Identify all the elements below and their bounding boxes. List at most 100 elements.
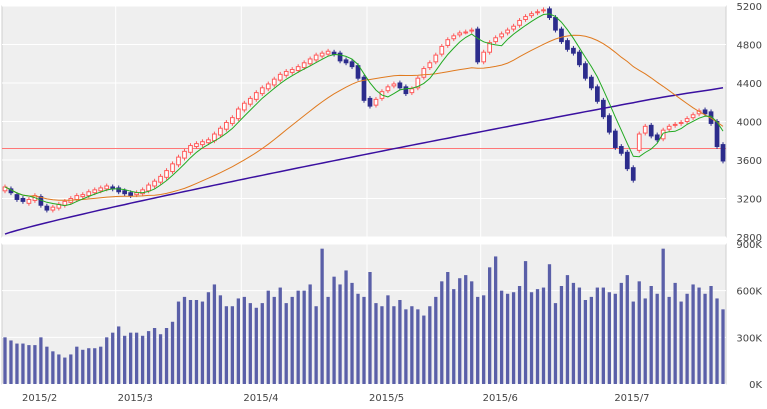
volume-bar bbox=[392, 306, 396, 384]
moving-average-mid bbox=[4, 34, 724, 201]
month-label: 2015/5 bbox=[369, 393, 404, 404]
volume-bar bbox=[398, 300, 402, 384]
candle-body bbox=[373, 98, 379, 106]
volume-bar bbox=[464, 275, 468, 384]
volume-bar bbox=[182, 296, 187, 384]
volume-bar bbox=[541, 287, 546, 384]
candle-body bbox=[146, 184, 151, 192]
volume-bar bbox=[625, 275, 629, 384]
volume-bar bbox=[703, 293, 707, 384]
candle-body bbox=[277, 73, 283, 81]
price-tick-label: 4800 bbox=[737, 41, 762, 52]
volume-bar bbox=[21, 343, 25, 384]
candle-body bbox=[469, 29, 475, 32]
candle-body bbox=[403, 86, 409, 95]
candle-body bbox=[642, 125, 648, 134]
volume-bar bbox=[517, 286, 522, 384]
candle-body bbox=[660, 129, 666, 140]
volume-bar bbox=[386, 295, 390, 384]
volume-bar bbox=[194, 300, 199, 384]
volume-bar bbox=[428, 306, 432, 384]
volume-bar bbox=[326, 296, 330, 384]
candle-body bbox=[235, 108, 241, 120]
volume-bar bbox=[134, 332, 139, 384]
candle-body bbox=[409, 88, 415, 94]
volume-bar bbox=[715, 298, 719, 384]
volume-bar bbox=[631, 301, 635, 384]
month-label: 2015/2 bbox=[22, 393, 57, 404]
candle-body bbox=[433, 54, 439, 63]
candle-body bbox=[200, 141, 205, 146]
price-tick-label: 3600 bbox=[737, 156, 762, 167]
price-tick-label: 2800 bbox=[737, 233, 762, 244]
volume-bar bbox=[152, 328, 157, 384]
candle-body bbox=[475, 28, 481, 63]
volume-bar bbox=[482, 295, 486, 384]
volume-bar bbox=[338, 284, 342, 384]
volume-bar bbox=[691, 284, 695, 384]
volume-bar bbox=[212, 284, 217, 384]
candle-body bbox=[577, 51, 582, 66]
candle-body bbox=[427, 62, 433, 69]
candle-body bbox=[313, 54, 319, 61]
volume-tick-label: 900K bbox=[736, 240, 762, 251]
candle-body bbox=[140, 189, 145, 195]
volume-bar bbox=[296, 290, 300, 384]
volume-tick-label: 0K bbox=[749, 380, 762, 391]
volume-bar bbox=[51, 351, 55, 384]
candle-body bbox=[289, 69, 295, 73]
candle-body bbox=[457, 32, 463, 36]
volume-bar bbox=[589, 296, 594, 384]
volume-bar bbox=[595, 287, 600, 384]
volume-bar bbox=[320, 248, 324, 384]
volume-bar bbox=[661, 248, 665, 384]
volume-bar bbox=[416, 309, 420, 384]
volume-bar bbox=[404, 309, 408, 384]
x-axis: 2015/2 2015/3 2015/4 2015/5 2015/6 2015/7 bbox=[22, 393, 650, 404]
volume-bar bbox=[302, 290, 306, 384]
price-tick-label: 4400 bbox=[737, 79, 762, 90]
candle-body bbox=[505, 29, 510, 34]
candle-body bbox=[259, 87, 265, 95]
volume-bar bbox=[458, 278, 462, 384]
volume-bar bbox=[188, 300, 193, 384]
candle-body bbox=[62, 200, 68, 206]
candle-body bbox=[265, 83, 271, 90]
candle-body bbox=[385, 86, 391, 92]
volume-bar bbox=[649, 286, 653, 384]
price-tick-label: 3200 bbox=[737, 195, 762, 206]
volume-bar bbox=[553, 303, 558, 384]
candle-body bbox=[325, 50, 331, 55]
volume-bar bbox=[709, 286, 713, 384]
candle-body bbox=[487, 42, 493, 53]
volume-bar bbox=[434, 296, 438, 384]
candle-body bbox=[630, 167, 636, 181]
volume-bar bbox=[224, 306, 229, 384]
volume-bar bbox=[523, 261, 528, 384]
volume-bar bbox=[9, 340, 13, 384]
candle-body bbox=[98, 187, 104, 192]
candle-body bbox=[319, 52, 325, 57]
month-label: 2015/7 bbox=[614, 393, 649, 404]
volume-bar bbox=[607, 292, 611, 384]
candle-body bbox=[301, 62, 307, 69]
volume-bar bbox=[380, 306, 384, 384]
candle-body bbox=[595, 86, 600, 102]
volume-bar bbox=[75, 346, 79, 384]
volume-bar bbox=[290, 296, 294, 384]
price-panel: 2800 3200 3600 4000 4400 4800 5200 bbox=[1, 2, 762, 244]
candle-body bbox=[624, 151, 630, 170]
volume-bar bbox=[362, 296, 366, 384]
volume-bar bbox=[446, 272, 450, 384]
volume-bar bbox=[655, 293, 659, 384]
volume-bars bbox=[3, 248, 725, 384]
volume-bar bbox=[111, 332, 115, 384]
candle-body bbox=[666, 125, 672, 130]
volume-bar bbox=[236, 298, 240, 384]
candle-body bbox=[618, 146, 624, 154]
volume-bar bbox=[176, 301, 181, 384]
volume-bar bbox=[356, 293, 360, 384]
candle-body bbox=[331, 51, 337, 55]
candle-body bbox=[523, 16, 528, 20]
